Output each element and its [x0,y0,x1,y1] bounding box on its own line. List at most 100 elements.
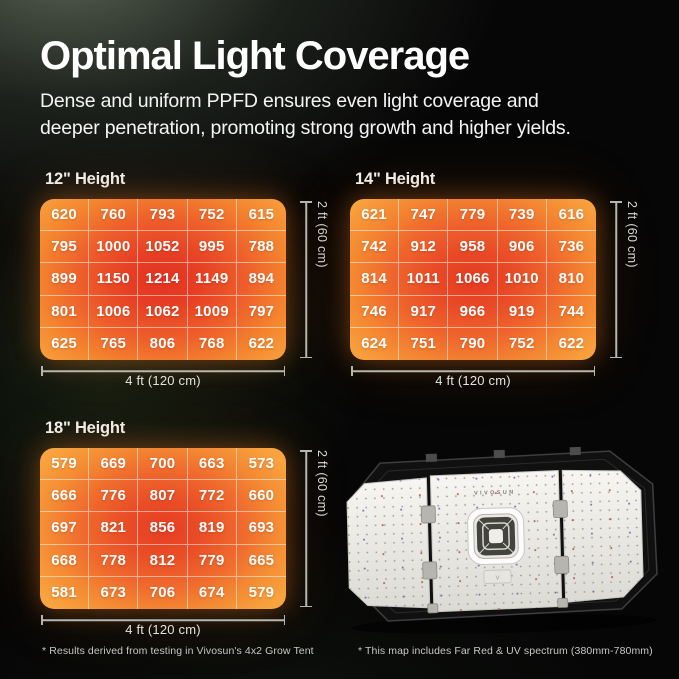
ppfd-value-cell: 706 [138,576,188,609]
ppfd-value-cell: 581 [40,576,90,609]
module-tab: V [483,569,512,584]
dimension-line-stroke [615,201,617,358]
height-dimension-label: 2 ft (60 cm) [625,201,639,268]
ppfd-value-cell: 736 [546,231,596,264]
page-subtitle-line2: deeper penetration, promoting strong gro… [40,116,571,139]
panel-title-14in: 14" Height [355,170,436,188]
ppfd-value-cell: 795 [40,231,90,264]
brand-logo-text: VIVOSUN [474,490,516,497]
module-tab-label: V [495,576,499,582]
ppfd-value-cell: 739 [497,199,547,232]
ppfd-value-cell: 790 [448,327,498,360]
dimension-line-stroke [41,370,285,372]
panel-title-12in: 12" Height [45,170,126,188]
ppfd-value-cell: 779 [448,199,498,232]
width-dimension-label: 4 ft (120 cm) [125,373,201,388]
hanging-clip [493,449,505,459]
ppfd-value-cell: 819 [187,512,237,545]
ppfd-value-cell: 797 [236,296,286,328]
ppfd-value-cell: 660 [236,480,286,513]
footnote-test-conditions: * Results derived from testing in Vivosu… [42,645,314,657]
ppfd-value-cell: 760 [89,199,139,232]
ppfd-value-cell: 806 [138,327,188,360]
dimension-line-stroke [351,370,595,372]
ppfd-value-cell: 776 [89,480,139,513]
ppfd-value-cell: 768 [188,327,237,360]
ppfd-value-cell: 625 [40,327,90,360]
dimension-line-stroke [41,619,285,621]
ppfd-value-cell: 1009 [187,295,237,328]
ppfd-value-cell: 697 [40,512,90,545]
ppfd-value-cell: 1011 [399,263,449,296]
ppfd-value-cell: 919 [497,295,547,328]
grow-light-product-image: VIVOSUN V [336,428,668,644]
ppfd-value-cell: 812 [138,544,188,577]
ppfd-value-cell: 1052 [138,231,188,264]
height-dimension-label: 2 ft (60 cm) [315,201,329,268]
ppfd-value-cell: 814 [350,263,400,296]
ppfd-value-cell: 616 [546,199,596,232]
ppfd-value-cell: 693 [236,512,286,545]
ppfd-value-cell: 899 [40,263,90,296]
ppfd-value-cell: 856 [138,512,188,545]
ppfd-value-cell: 1062 [138,295,188,328]
ppfd-value-cell: 917 [399,295,449,328]
ppfd-value-cell: 1000 [89,231,139,264]
coverage-panel-14in: 14" Height 621 747 779 739 616 742 912 958 906 73… [350,168,660,393]
ppfd-value-cell: 700 [138,448,188,481]
ppfd-value-cell: 779 [187,544,237,577]
hanging-clip [425,453,437,462]
ppfd-value-cell: 668 [40,544,90,577]
ppfd-value-cell: 906 [497,231,547,264]
ppfd-value-cell: 1150 [89,263,139,296]
ppfd-value-cell: 752 [187,199,237,232]
width-dimension-label: 4 ft (120 cm) [125,622,201,637]
ppfd-value-cell: 1214 [138,263,188,296]
height-dimension-line [300,450,312,607]
ppfd-heatmap-12in: 620 760 793 752 615 795 1000 1052 995 788 899 1150 1… [40,199,286,360]
ppfd-heatmap-18in: 579 669 700 663 573 666 776 807 772 660 697 821 856 8… [40,448,286,609]
ppfd-value-cell: 995 [187,231,237,264]
ppfd-value-cell: 620 [40,199,90,232]
ppfd-value-cell: 744 [546,296,596,328]
ppfd-value-cell: 966 [448,295,498,328]
dimension-line-stroke [305,201,307,358]
ppfd-value-cell: 669 [89,448,139,481]
height-dimension-label: 2 ft (60 cm) [315,450,329,517]
center-driver-module [467,507,525,566]
ppfd-value-cell: 765 [89,327,139,360]
coverage-panel-18in: 18" Height 579 669 700 663 573 666 776 807 772 66… [40,417,350,642]
footnote-spectrum-note: * This map includes Far Red & UV spectru… [358,645,653,657]
ppfd-value-cell: 622 [558,335,585,353]
ppfd-value-cell: 788 [236,231,286,264]
coverage-panel-12in: 12" Height 620 760 793 752 615 795 1000 1052 995… [40,168,350,393]
ppfd-value-cell: 751 [399,327,449,360]
page-subtitle: Dense and uniform PPFD ensures even ligh… [40,88,571,141]
grow-light-illustration: VIVOSUN V [345,446,658,634]
ppfd-value-cell: 810 [546,263,596,296]
ppfd-value-cell: 579 [40,448,90,481]
ppfd-value-cell: 666 [40,480,90,513]
ppfd-value-cell: 1149 [187,263,237,296]
ppfd-value-cell: 742 [350,231,400,264]
ppfd-value-cell: 747 [399,199,449,232]
ppfd-value-cell: 621 [350,199,400,232]
ppfd-value-cell: 1010 [497,263,547,296]
width-dimension-label: 4 ft (120 cm) [435,373,511,388]
ppfd-value-cell: 793 [138,199,188,232]
ppfd-value-cell: 1006 [89,295,139,328]
ppfd-value-cell: 894 [236,263,286,296]
hanging-clip [569,446,581,456]
ppfd-heatmap-14in: 621 747 779 739 616 742 912 958 906 736 814 1011 106… [350,199,596,360]
ppfd-value-cell: 807 [138,480,188,513]
panel-title-18in: 18" Height [45,419,126,437]
page-subtitle-line1: Dense and uniform PPFD ensures even ligh… [40,90,539,112]
ppfd-value-cell: 663 [187,448,237,481]
panel-hinges [420,499,570,614]
ppfd-value-cell: 821 [89,512,139,545]
ppfd-value-cell: 1066 [448,263,498,296]
page-title: Optimal Light Coverage [40,34,470,78]
ppfd-value-cell: 772 [187,480,237,513]
ppfd-value-cell: 958 [448,231,498,264]
